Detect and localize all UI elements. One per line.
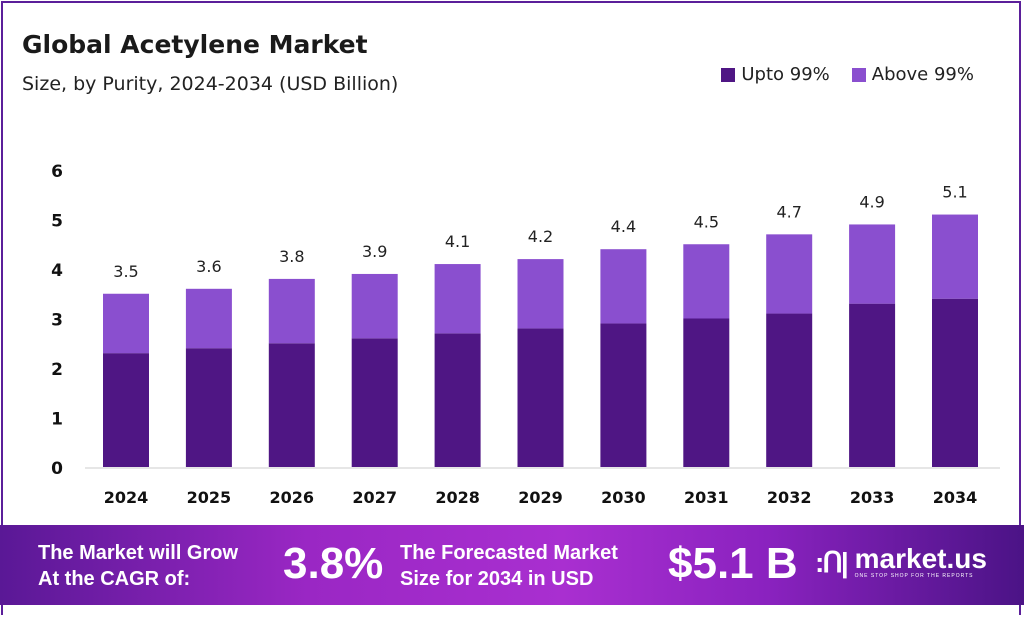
data-label: 4.4 <box>611 217 636 236</box>
y-tick-label: 5 <box>51 212 63 232</box>
legend-item-above-99: Above 99% <box>851 64 974 85</box>
bar-chart: 0 1 2 3 4 5 6 3.5 2024 3.6 2025 3.8 2026 3.9 2027 4.1 20… <box>51 162 1000 507</box>
x-tick-label: 2034 <box>933 488 978 507</box>
cagr-label-line: At the CAGR of: <box>38 568 191 590</box>
bar-segment-upto-99 <box>434 333 481 467</box>
x-tick-label: 2030 <box>601 488 646 507</box>
bar-segment-above-99 <box>683 244 730 319</box>
bar-segment-above-99 <box>932 214 978 299</box>
data-label: 4.5 <box>694 212 719 231</box>
bar-segment-upto-99 <box>517 328 564 467</box>
data-label: 3.6 <box>196 257 221 276</box>
bar-segment-upto-99 <box>849 303 896 467</box>
y-tick-label: 4 <box>51 261 63 281</box>
brand-tagline: ONE STOP SHOP FOR THE REPORTS <box>854 573 974 579</box>
data-label: 4.7 <box>776 202 801 221</box>
forecast-value: $5.1 B <box>668 539 798 588</box>
data-label: 5.1 <box>942 183 967 202</box>
legend-swatch <box>721 67 736 82</box>
bar-segment-above-99 <box>185 288 232 349</box>
bar-segment-upto-99 <box>683 318 730 467</box>
brand-logo-icon: :ᑎ| <box>815 546 849 578</box>
legend-label: Upto 99% <box>741 64 830 85</box>
data-label: 3.8 <box>279 247 304 266</box>
brand-logo: :ᑎ| market.us ONE STOP SHOP FOR THE REPOR… <box>815 543 987 580</box>
bar-segment-upto-99 <box>600 323 647 467</box>
x-tick-label: 2026 <box>270 488 315 507</box>
footer-banner: The Market will Grow At the CAGR of: 3.8%… <box>0 525 1024 605</box>
x-tick-label: 2028 <box>435 488 480 507</box>
bar-segment-upto-99 <box>185 348 232 467</box>
x-tick-label: 2024 <box>104 488 149 507</box>
legend-swatch <box>851 67 866 82</box>
x-tick-label: 2029 <box>518 488 563 507</box>
legend-label: Above 99% <box>871 64 974 85</box>
bar-segment-above-99 <box>600 249 647 324</box>
y-tick-label: 3 <box>51 311 63 331</box>
cagr-value: 3.8% <box>283 539 384 588</box>
data-label: 4.2 <box>528 227 553 246</box>
bar-segment-upto-99 <box>268 343 315 467</box>
bar-segment-upto-99 <box>932 298 978 467</box>
data-label: 3.9 <box>362 242 387 261</box>
brand-name: market.us <box>854 543 987 574</box>
chart-subtitle: Size, by Purity, 2024-2034 (USD Billion) <box>22 73 399 95</box>
bar-segment-upto-99 <box>103 353 149 467</box>
bar-segment-upto-99 <box>351 338 398 467</box>
bar-segment-above-99 <box>766 234 813 314</box>
bar-segment-above-99 <box>434 264 481 334</box>
y-tick-label: 1 <box>51 410 63 430</box>
legend-item-upto-99: Upto 99% <box>721 64 830 85</box>
data-label: 4.1 <box>445 232 470 251</box>
data-label: 3.5 <box>113 262 138 281</box>
bar-segment-above-99 <box>849 224 896 304</box>
forecast-label-line: Size for 2034 in USD <box>400 568 594 590</box>
x-tick-label: 2025 <box>187 488 232 507</box>
y-tick-label: 2 <box>51 360 63 380</box>
cagr-label: The Market will Grow At the CAGR of: <box>38 540 238 592</box>
forecast-label-line: The Forecasted Market <box>400 542 618 564</box>
bar-segment-above-99 <box>517 259 564 329</box>
legend: Upto 99% Above 99% <box>721 64 974 85</box>
cagr-label-line: The Market will Grow <box>38 542 239 564</box>
x-tick-label: 2032 <box>767 488 812 507</box>
y-tick-label: 0 <box>51 459 63 479</box>
x-tick-label: 2031 <box>684 488 729 507</box>
x-tick-label: 2027 <box>352 488 397 507</box>
bar-segment-above-99 <box>103 293 149 354</box>
bar-segment-upto-99 <box>766 313 813 467</box>
forecast-label: The Forecasted Market Size for 2034 in US… <box>400 540 618 592</box>
x-tick-label: 2033 <box>850 488 895 507</box>
data-label: 4.9 <box>859 192 884 211</box>
bar-segment-above-99 <box>268 278 315 344</box>
chart-title: Global Acetylene Market <box>22 30 368 59</box>
y-tick-label: 6 <box>51 162 63 182</box>
bar-segment-above-99 <box>351 273 398 339</box>
